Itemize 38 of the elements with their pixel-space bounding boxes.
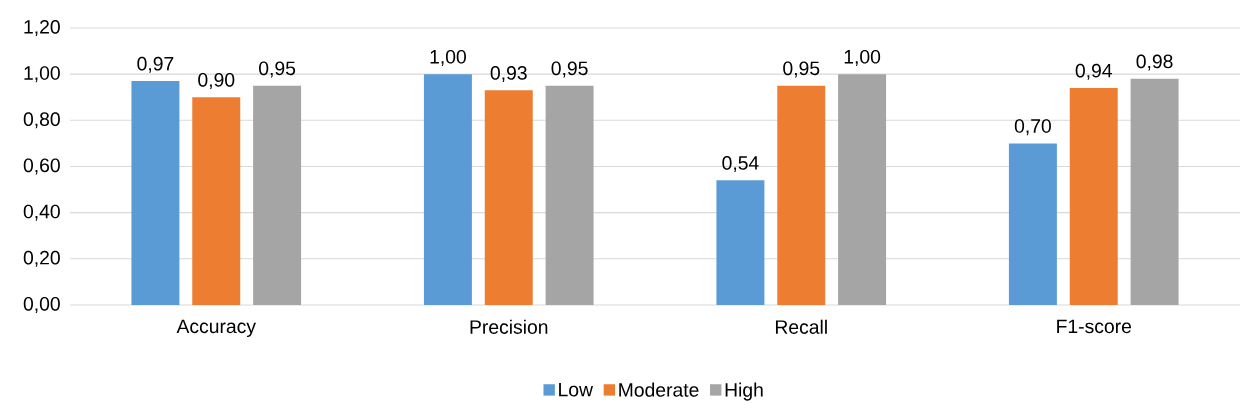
bar [545, 85, 594, 305]
data-label: 0,54 [722, 156, 759, 173]
data-label: 1,00 [844, 49, 881, 66]
data-label: 0,97 [137, 56, 174, 73]
x-tick-label: Precision [470, 319, 548, 334]
bar [777, 85, 826, 305]
y-tick-label: 1,00 [24, 66, 60, 83]
y-tick-label: 0,40 [23, 204, 60, 221]
bar [716, 180, 765, 305]
x-tick-label: Accuracy [176, 319, 256, 338]
bar [423, 74, 472, 305]
bar [1008, 143, 1057, 305]
data-label: 0,98 [1136, 54, 1173, 71]
data-label: 0,94 [1075, 63, 1112, 80]
bar [1130, 78, 1179, 305]
bar [131, 81, 180, 305]
y-tick-label: 0,80 [23, 112, 60, 129]
bar [253, 85, 302, 305]
data-label: 1,00 [430, 49, 466, 66]
legend-label: High [725, 382, 763, 401]
x-tick-label: F1-score [1057, 319, 1132, 334]
data-label: 0,70 [1014, 119, 1051, 136]
data-label: 0,95 [259, 61, 296, 78]
bar [192, 97, 241, 305]
y-tick-label: 0,60 [23, 158, 60, 175]
bar [1069, 88, 1118, 305]
legend-label: Moderate [619, 382, 699, 397]
data-label: 0,93 [490, 66, 527, 83]
bar [484, 90, 533, 305]
x-tick-label: Recall [775, 319, 827, 334]
data-label: 0,95 [551, 61, 588, 78]
y-tick-label: 0,00 [23, 296, 60, 313]
data-label: 0,90 [198, 72, 235, 89]
legend-label: Low [559, 382, 594, 397]
y-tick-label: 1,20 [24, 20, 60, 36]
data-label: 0,95 [783, 61, 820, 78]
bar [838, 74, 887, 305]
y-tick-label: 0,20 [23, 250, 60, 267]
